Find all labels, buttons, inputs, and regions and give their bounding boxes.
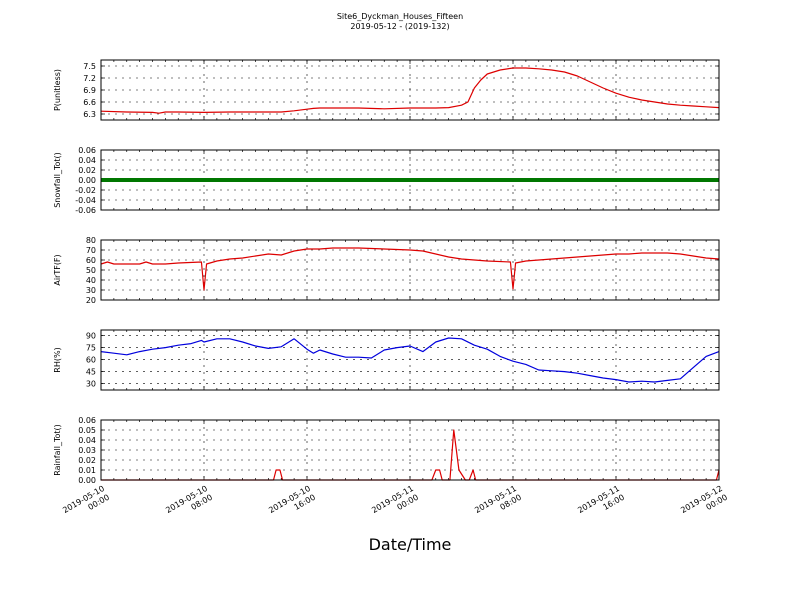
y-tick-label: 6.9 [83,86,96,95]
x-tick-label: 2019-05-1008:00 [164,484,214,524]
x-tick-label: 2019-05-1000:00 [61,484,111,524]
panel-4: 0.000.010.020.030.040.050.06 Rainfall_Tot… [53,416,720,485]
y-tick-label: 0.06 [78,416,96,425]
x-tick-label: 2019-05-1108:00 [473,484,523,524]
y-tick-label: 60 [86,256,96,265]
y-tick-label: 90 [86,332,96,341]
axes-frame [100,329,720,391]
x-tick-label: 2019-05-1016:00 [267,484,317,524]
y-tick-label: 7.2 [83,74,96,83]
axes-frame [100,419,720,481]
y-tick-label: -0.02 [75,186,96,195]
y-tick-label: 0.01 [78,466,96,475]
y-tick-label: 45 [86,368,96,377]
y-axis-label: P(unitless) [53,69,62,111]
y-axis-label: Snowfall_Tot() [53,152,62,208]
y-tick-label: 0.00 [78,176,96,185]
y-tick-label: 20 [86,296,96,305]
y-tick-label: 30 [86,286,96,295]
y-tick-label: 40 [86,276,96,285]
series-line [100,247,720,291]
panels: 6.3 6.6 6.9 7.2 7.5 P(unitless) -0.06-0.04-0.0… [53,59,720,485]
x-tick-label: 2019-05-1116:00 [576,484,626,524]
y-tick-label: 0.05 [78,426,96,435]
y-tick-label: 0.02 [78,166,96,175]
x-axis-label: Date/Time [369,535,452,554]
series-line [100,67,720,114]
y-tick-label: -0.04 [75,196,96,205]
panel-0: 6.3 6.6 6.9 7.2 7.5 P(unitless) [53,59,720,121]
y-axis-label: AirTF(F) [53,254,62,285]
x-tick-labels: 2019-05-1000:00 2019-05-1008:00 2019-05-10… [61,484,729,524]
panel-1: -0.06-0.04-0.020.000.020.040.06 Snowfall_… [53,146,720,215]
axes-frame [100,59,720,121]
y-tick-label: 70 [86,246,96,255]
y-tick-label: 50 [86,266,96,275]
series-line [100,337,720,383]
y-tick-label: 6.3 [83,110,96,119]
y-tick-label: -0.06 [75,206,96,215]
y-tick-label: 0.03 [78,446,96,455]
y-axis-label: RH(%) [53,347,62,372]
y-tick-label: 75 [86,344,96,353]
y-tick-label: 0.00 [78,476,96,485]
panel-3: 30 45 60 75 90 RH(%) [53,329,720,391]
y-tick-label: 80 [86,236,96,245]
y-axis-label: Rainfall_Tot() [53,424,62,476]
y-tick-label: 0.04 [78,156,96,165]
y-tick-label: 0.02 [78,456,96,465]
y-tick-label: 0.04 [78,436,96,445]
y-tick-label: 30 [86,380,96,389]
y-tick-label: 60 [86,356,96,365]
y-tick-label: 0.06 [78,146,96,155]
x-tick-label: 2019-05-1100:00 [370,484,420,524]
axes-frame [100,239,720,301]
chart-title: Site6_Dyckman_Houses_Fifteen [337,12,463,21]
y-tick-label: 6.6 [83,98,96,107]
y-tick-label: 7.5 [83,62,96,71]
x-tick-label: 2019-05-1200:00 [679,484,729,524]
chart-subtitle: 2019-05-12 - (2019-132) [350,22,449,31]
axes-frame [100,149,720,211]
